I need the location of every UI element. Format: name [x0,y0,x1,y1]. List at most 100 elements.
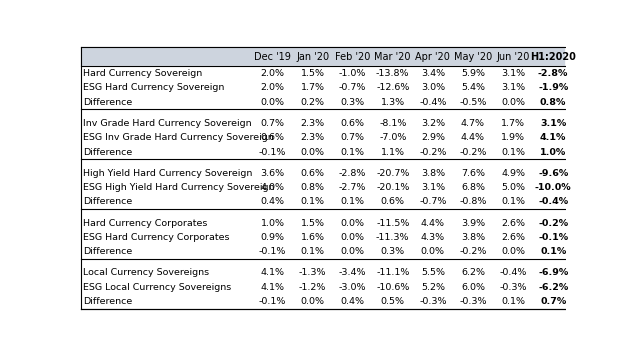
Text: Hard Currency Corporates: Hard Currency Corporates [83,218,208,228]
Bar [81,110,564,116]
Text: 4.7%: 4.7% [461,119,485,128]
Text: Apr '20: Apr '20 [415,52,450,62]
Text: 0.7%: 0.7% [540,297,566,306]
Text: 0.0%: 0.0% [301,148,325,156]
Text: 0.1%: 0.1% [301,247,325,256]
Text: 0.0%: 0.0% [341,247,365,256]
Text: Inv Grade Hard Currency Sovereign: Inv Grade Hard Currency Sovereign [83,119,252,128]
Text: 4.1%: 4.1% [260,268,284,277]
Text: -11.1%: -11.1% [376,268,409,277]
Text: -0.2%: -0.2% [459,148,487,156]
Bar [81,294,564,309]
Text: Difference: Difference [83,98,132,107]
Text: 0.6%: 0.6% [341,119,365,128]
Text: 0.1%: 0.1% [301,197,325,206]
Text: 7.6%: 7.6% [461,169,485,178]
Bar [81,195,564,209]
Text: -0.4%: -0.4% [419,98,447,107]
Text: 0.1%: 0.1% [501,148,525,156]
Text: 5.4%: 5.4% [461,83,485,92]
Text: 3.2%: 3.2% [421,119,445,128]
Text: ESG Hard Currency Sovereign: ESG Hard Currency Sovereign [83,83,225,92]
Text: -1.0%: -1.0% [339,69,366,78]
Text: 0.3%: 0.3% [381,247,405,256]
Text: 0.1%: 0.1% [501,297,525,306]
Text: 4.9%: 4.9% [501,169,525,178]
Text: ESG High Yield Hard Currency Sovereign: ESG High Yield Hard Currency Sovereign [83,183,274,192]
Text: -20.7%: -20.7% [376,169,409,178]
Bar [81,159,564,166]
Text: 6.8%: 6.8% [461,183,485,192]
Text: -20.1%: -20.1% [376,183,409,192]
Bar [81,66,564,81]
Text: 2.3%: 2.3% [301,133,325,142]
Text: Difference: Difference [83,197,132,206]
Text: 3.1%: 3.1% [540,119,566,128]
Text: -1.3%: -1.3% [299,268,326,277]
Bar [81,209,564,216]
Bar [81,280,564,294]
Text: 1.1%: 1.1% [381,148,404,156]
Text: ESG Inv Grade Hard Currency Sovereign: ESG Inv Grade Hard Currency Sovereign [83,133,274,142]
Text: 0.1%: 0.1% [341,148,365,156]
Text: 1.0%: 1.0% [540,148,566,156]
Text: 0.0%: 0.0% [341,218,365,228]
Text: -0.3%: -0.3% [459,297,487,306]
Text: 1.5%: 1.5% [301,218,325,228]
Text: -0.7%: -0.7% [339,83,366,92]
Bar [81,230,564,245]
Text: 1.5%: 1.5% [301,69,325,78]
Text: 5.9%: 5.9% [461,69,485,78]
Text: 0.7%: 0.7% [260,119,284,128]
Text: 0.6%: 0.6% [301,169,325,178]
Text: -11.3%: -11.3% [376,233,409,242]
Text: 0.3%: 0.3% [340,98,365,107]
Text: -1.2%: -1.2% [299,283,326,292]
Text: 0.0%: 0.0% [260,98,284,107]
Text: -12.6%: -12.6% [376,83,409,92]
Text: 0.5%: 0.5% [381,297,404,306]
Text: 3.4%: 3.4% [421,69,445,78]
Bar [81,47,564,66]
Text: -8.1%: -8.1% [379,119,406,128]
Text: 2.3%: 2.3% [301,119,325,128]
Text: 0.8%: 0.8% [540,98,566,107]
Text: 0.0%: 0.0% [501,98,525,107]
Text: 5.0%: 5.0% [501,183,525,192]
Text: -3.0%: -3.0% [339,283,367,292]
Text: -13.8%: -13.8% [376,69,409,78]
Text: -2.8%: -2.8% [339,169,366,178]
Bar [81,216,564,230]
Text: -0.8%: -0.8% [459,197,487,206]
Text: Hard Currency Sovereign: Hard Currency Sovereign [83,69,203,78]
Text: -10.0%: -10.0% [535,183,572,192]
Text: -2.8%: -2.8% [538,69,569,78]
Bar [81,245,564,259]
Text: 4.4%: 4.4% [421,218,445,228]
Bar [81,95,564,110]
Text: -6.2%: -6.2% [538,283,568,292]
Text: High Yield Hard Currency Sovereign: High Yield Hard Currency Sovereign [83,169,252,178]
Bar [81,166,564,180]
Bar [81,145,564,159]
Text: -6.9%: -6.9% [538,268,568,277]
Text: 0.4%: 0.4% [260,197,284,206]
Text: -0.2%: -0.2% [459,247,487,256]
Text: 4.1%: 4.1% [540,133,566,142]
Text: -11.5%: -11.5% [376,218,409,228]
Text: Jun '20: Jun '20 [496,52,530,62]
Text: 3.1%: 3.1% [421,183,445,192]
Text: 3.6%: 3.6% [260,169,284,178]
Text: -0.7%: -0.7% [419,197,447,206]
Text: 0.2%: 0.2% [301,98,325,107]
Text: 0.8%: 0.8% [301,183,325,192]
Text: 0.4%: 0.4% [341,297,365,306]
Text: 0.0%: 0.0% [301,297,325,306]
Text: Mar '20: Mar '20 [374,52,411,62]
Text: -0.5%: -0.5% [459,98,487,107]
Text: -0.4%: -0.4% [499,268,526,277]
Bar [81,259,564,266]
Text: May '20: May '20 [454,52,492,62]
Text: 4.0%: 4.0% [260,183,284,192]
Text: -7.0%: -7.0% [379,133,406,142]
